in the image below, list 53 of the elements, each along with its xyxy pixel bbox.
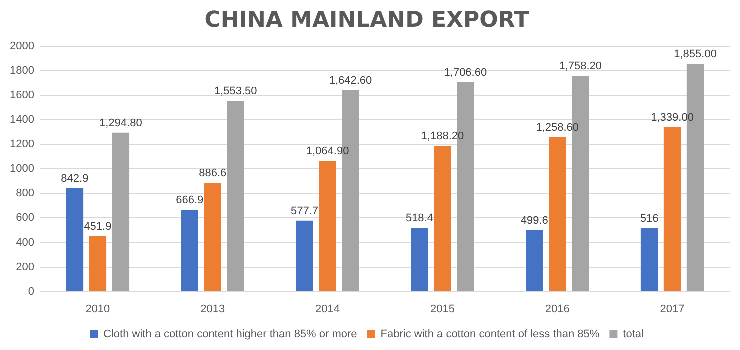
data-label: 1,258.60: [536, 122, 580, 134]
x-tick-label: 2010: [86, 303, 110, 316]
data-label: 451.9: [84, 220, 112, 233]
x-tick-label: 2013: [200, 303, 226, 316]
y-tick-label: 1600: [10, 90, 34, 102]
data-label: 1,642.60: [329, 74, 372, 87]
y-tick-label: 800: [16, 188, 34, 200]
data-label: 1,294.80: [100, 117, 142, 130]
bar: [112, 132, 130, 292]
bar: [227, 101, 244, 292]
bar: [434, 146, 452, 292]
y-tick-label: 2000: [10, 40, 34, 52]
y-tick-label: 1000: [10, 163, 34, 176]
data-label: 516: [640, 213, 659, 226]
bar: [640, 228, 658, 292]
chart-title: CHINA MAINLAND EXPORT: [204, 8, 530, 33]
bar: [204, 183, 222, 292]
data-label: 1,553.50: [214, 86, 258, 98]
y-tick-label: 400: [16, 236, 34, 249]
data-label: 1,706.60: [444, 66, 488, 79]
data-label: 518.4: [406, 212, 434, 225]
y-tick-label: 0: [28, 286, 34, 298]
y-tick-label: 600: [16, 212, 34, 224]
bar: [411, 228, 428, 292]
bar: [549, 137, 566, 292]
y-tick-label: 1800: [10, 64, 34, 77]
data-label: 1,064.90: [306, 146, 350, 158]
data-label: 499.6: [520, 215, 548, 228]
y-tick-label: 1200: [10, 138, 34, 151]
data-label: 1,758.20: [559, 60, 602, 73]
x-tick-label: 2017: [660, 303, 685, 316]
data-label: 842.9: [61, 172, 89, 185]
bar: [89, 236, 107, 292]
bar: [664, 128, 682, 292]
data-label: 1,855.00: [674, 48, 717, 61]
x-tick-label: 2014: [316, 303, 340, 316]
y-tick-label: 1400: [10, 114, 34, 126]
y-tick-label: 200: [16, 261, 34, 274]
x-tick-label: 2016: [545, 303, 570, 316]
data-label: 577.7: [291, 205, 319, 218]
bar: [319, 161, 336, 292]
bar: [526, 230, 544, 292]
bar: [181, 210, 198, 292]
data-label: 886.6: [199, 168, 227, 180]
bar: [66, 188, 84, 292]
legend-label: Cloth with a cotton content higher than 85% or more: [104, 328, 358, 341]
data-label: 1,188.20: [421, 130, 464, 143]
data-label: 666.9: [176, 194, 204, 207]
legend-label: total: [623, 328, 644, 341]
legend-label: Fabric with a cotton content of less than 85%: [380, 328, 600, 341]
x-tick-label: 2015: [430, 303, 455, 316]
bar: [296, 220, 314, 292]
data-label: 1,339.00: [651, 112, 694, 124]
